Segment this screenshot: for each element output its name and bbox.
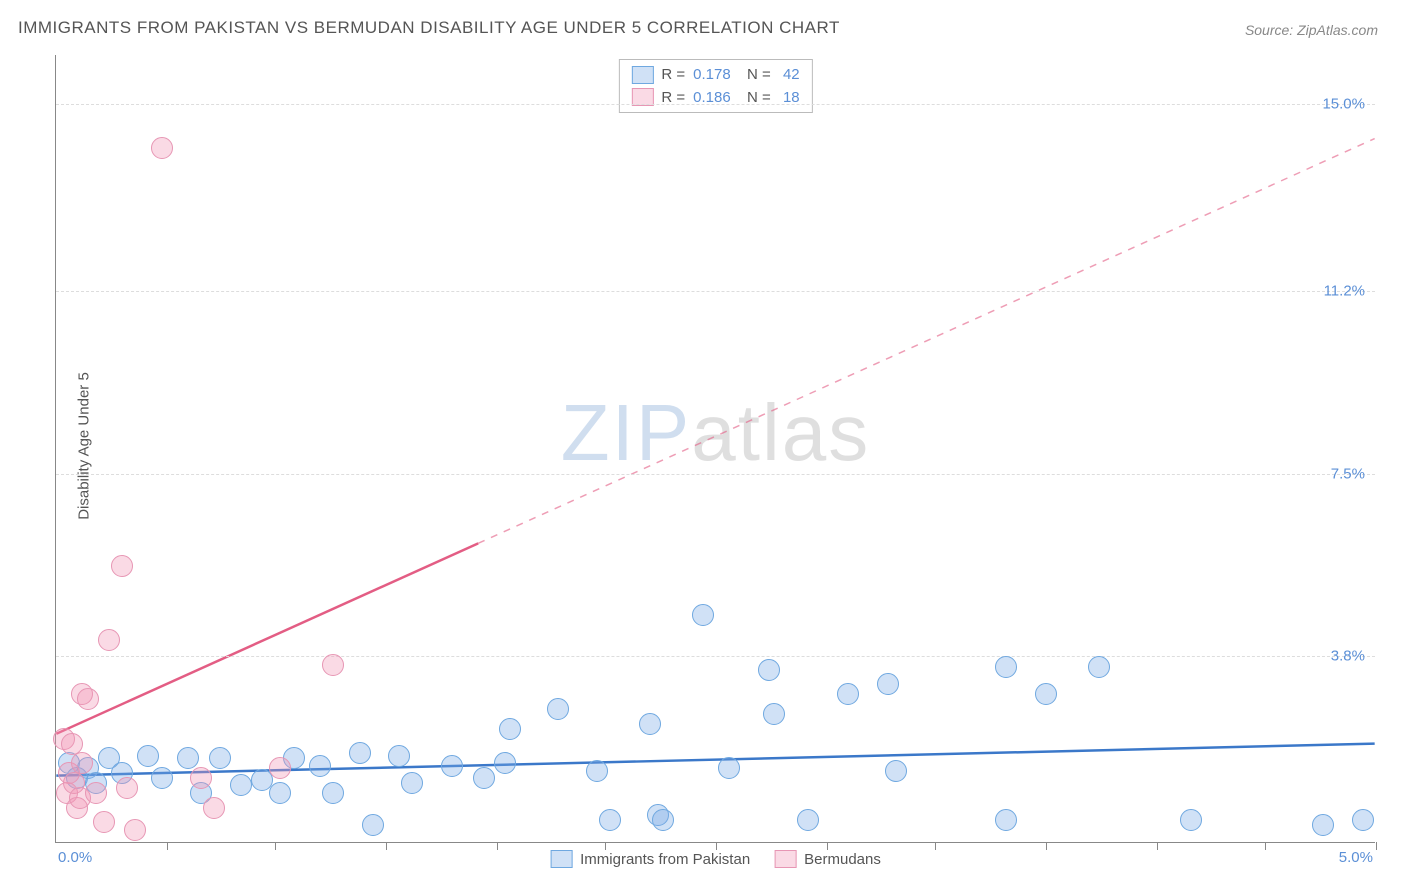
series-legend: Immigrants from Pakistan Bermudans — [550, 850, 881, 868]
x-tick — [1376, 842, 1377, 850]
data-point-ber — [322, 654, 344, 676]
data-point-pak — [1312, 814, 1334, 836]
data-point-pak — [995, 809, 1017, 831]
x-tick — [497, 842, 498, 850]
legend-n-label: N = — [739, 65, 771, 85]
legend-swatch — [550, 850, 572, 868]
legend-r-label: R = — [661, 65, 685, 85]
legend-stat-row-pak: R = 0.178 N = 42 — [631, 65, 799, 85]
data-point-pak — [349, 742, 371, 764]
x-tick — [827, 842, 828, 850]
source-attribution: Source: ZipAtlas.com — [1245, 22, 1378, 38]
data-point-pak — [269, 782, 291, 804]
data-point-pak — [547, 698, 569, 720]
data-point-pak — [388, 745, 410, 767]
grid-line — [56, 474, 1375, 475]
watermark-atlas: atlas — [691, 388, 870, 477]
data-point-ber — [93, 811, 115, 833]
x-tick — [935, 842, 936, 850]
data-point-ber — [77, 688, 99, 710]
legend-swatch — [631, 66, 653, 84]
x-tick — [1265, 842, 1266, 850]
x-axis-min-label: 0.0% — [58, 849, 92, 866]
data-point-pak — [209, 747, 231, 769]
data-point-pak — [586, 760, 608, 782]
grid-line — [56, 104, 1375, 105]
data-point-pak — [639, 713, 661, 735]
data-point-pak — [441, 755, 463, 777]
data-point-pak — [401, 772, 423, 794]
watermark-zip: ZIP — [561, 388, 691, 477]
legend-r-value: 0.178 — [693, 65, 731, 85]
data-point-ber — [98, 629, 120, 651]
data-point-pak — [362, 814, 384, 836]
y-tick-label: 15.0% — [1322, 96, 1365, 113]
data-point-pak — [692, 604, 714, 626]
data-point-ber — [111, 555, 133, 577]
data-point-ber — [116, 777, 138, 799]
data-point-pak — [1088, 656, 1110, 678]
y-tick-label: 7.5% — [1331, 465, 1365, 482]
data-point-pak — [309, 755, 331, 777]
data-point-pak — [1180, 809, 1202, 831]
data-point-pak — [885, 760, 907, 782]
data-point-pak — [763, 703, 785, 725]
data-point-pak — [473, 767, 495, 789]
trend-line-dashed-ber — [478, 139, 1374, 544]
data-point-pak — [177, 747, 199, 769]
data-point-pak — [797, 809, 819, 831]
x-tick — [716, 842, 717, 850]
data-point-ber — [85, 782, 107, 804]
y-tick-label: 11.2% — [1324, 283, 1365, 300]
x-tick — [605, 842, 606, 850]
x-tick — [386, 842, 387, 850]
data-point-pak — [837, 683, 859, 705]
y-tick-label: 3.8% — [1331, 647, 1365, 664]
legend-item: Immigrants from Pakistan — [550, 850, 750, 868]
data-point-pak — [718, 757, 740, 779]
trend-line-pak — [56, 744, 1374, 776]
data-point-pak — [652, 809, 674, 831]
x-tick — [167, 842, 168, 850]
x-tick — [1046, 842, 1047, 850]
data-point-pak — [995, 656, 1017, 678]
data-point-ber — [151, 137, 173, 159]
data-point-ber — [124, 819, 146, 841]
data-point-pak — [1352, 809, 1374, 831]
data-point-pak — [151, 767, 173, 789]
data-point-ber — [203, 797, 225, 819]
data-point-ber — [71, 752, 93, 774]
grid-line — [56, 291, 1375, 292]
data-point-pak — [758, 659, 780, 681]
legend-label: Immigrants from Pakistan — [580, 851, 750, 868]
data-point-pak — [877, 673, 899, 695]
legend-n-value: 42 — [779, 65, 800, 85]
data-point-ber — [61, 733, 83, 755]
x-tick — [1157, 842, 1158, 850]
data-point-ber — [269, 757, 291, 779]
data-point-pak — [137, 745, 159, 767]
data-point-pak — [494, 752, 516, 774]
data-point-pak — [1035, 683, 1057, 705]
grid-line — [56, 656, 1375, 657]
legend-item: Bermudans — [774, 850, 881, 868]
x-axis-max-label: 5.0% — [1339, 849, 1373, 866]
plot-area: ZIPatlas R = 0.178 N = 42R = 0.186 N = 1… — [55, 55, 1375, 843]
x-tick — [275, 842, 276, 850]
legend-swatch — [774, 850, 796, 868]
data-point-ber — [190, 767, 212, 789]
data-point-pak — [230, 774, 252, 796]
data-point-pak — [599, 809, 621, 831]
trend-lines-layer — [56, 55, 1375, 842]
chart-title: IMMIGRANTS FROM PAKISTAN VS BERMUDAN DIS… — [18, 18, 840, 38]
data-point-pak — [322, 782, 344, 804]
watermark: ZIPatlas — [561, 387, 870, 479]
legend-label: Bermudans — [804, 851, 881, 868]
data-point-pak — [499, 718, 521, 740]
